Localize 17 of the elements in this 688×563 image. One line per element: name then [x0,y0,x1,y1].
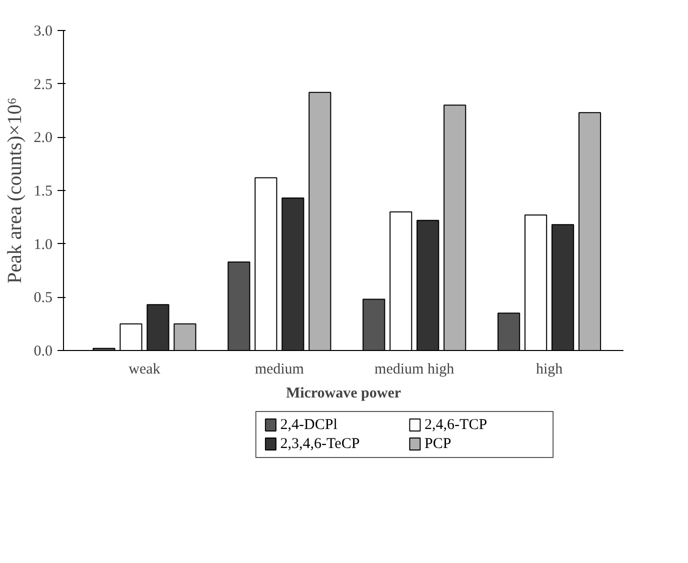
y-tick-label: 1.0 [34,236,52,253]
legend-label: 2,3,4,6-TeCP [280,436,360,452]
legend-label: PCP [424,436,452,452]
x-tick-label: medium high [374,362,455,378]
y-axis-title: Peak area (counts)×10⁶ [4,97,26,284]
y-tick-label: 1.5 [34,184,52,200]
y-tick-label: 3.0 [34,24,52,40]
y-tick-label: 0.5 [34,290,52,306]
x-tick-label: weak [128,362,161,378]
y-tick-label: 2.5 [34,76,52,93]
x-tick-label: high [536,362,564,378]
y-tick-label: 2.0 [34,130,52,146]
y-tick-label: 0.0 [34,344,52,360]
legend-label: 2,4-DCPl [280,417,338,433]
legend-label: 2,4,6-TCP [424,417,488,433]
x-tick-label: medium [254,362,304,378]
x-axis-title: Microwave power [286,386,402,402]
